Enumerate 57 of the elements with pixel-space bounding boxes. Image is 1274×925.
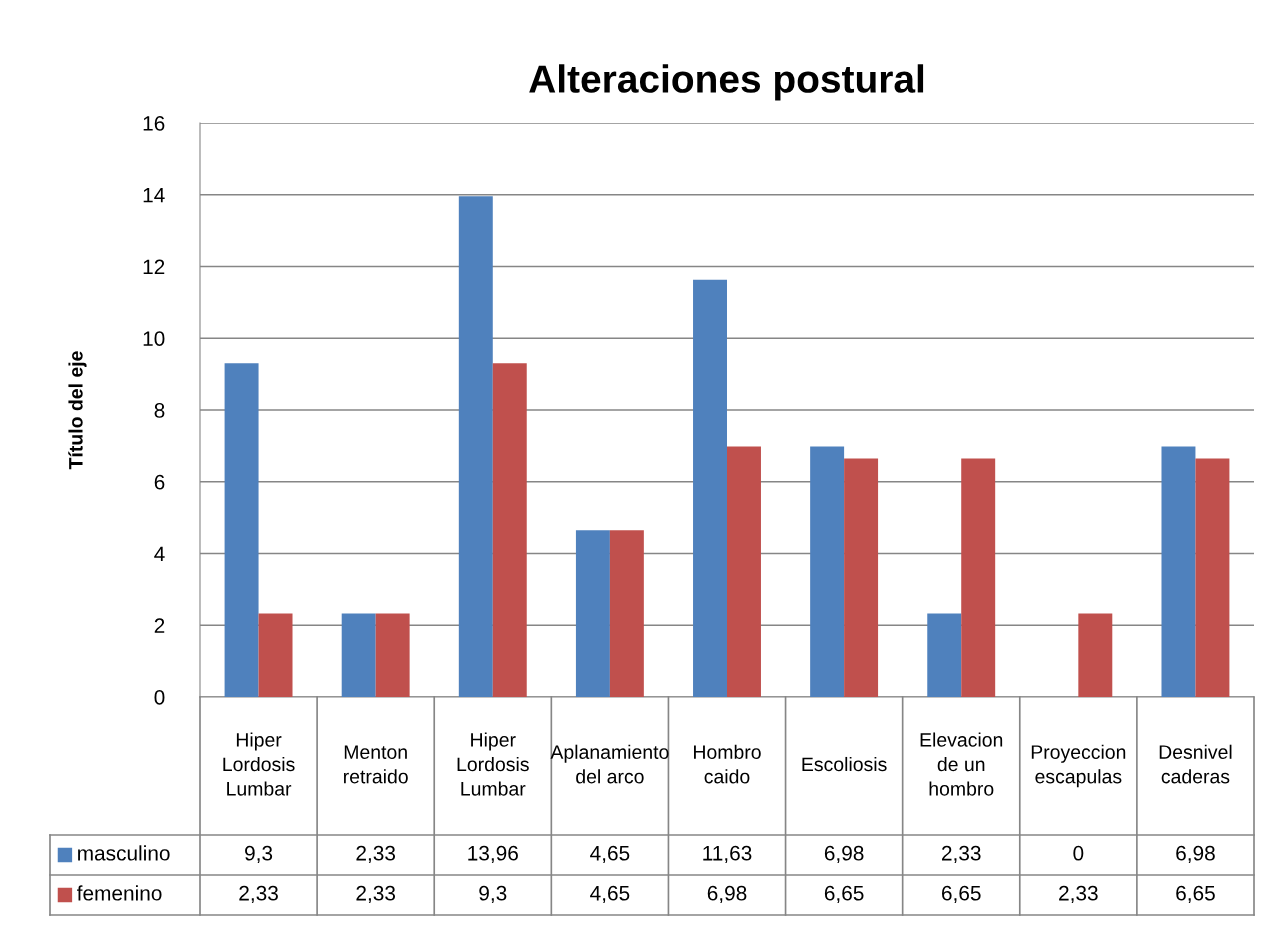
bar bbox=[575, 530, 610, 697]
y-tick-label: 6 bbox=[154, 474, 165, 490]
data-label: 9,3 bbox=[479, 885, 507, 904]
data-label: 2,33 bbox=[942, 845, 981, 864]
x-tick-label: Proyeccion escapulas bbox=[1031, 744, 1126, 788]
data-label: 11,63 bbox=[703, 845, 752, 864]
y-tick-label: 2 bbox=[154, 618, 165, 633]
x-tick-label: Hombro caido bbox=[694, 744, 761, 784]
x-tick-label: Aplanamiento del arco bbox=[550, 744, 669, 784]
bar bbox=[1161, 446, 1196, 697]
legend-label: masculino bbox=[78, 845, 170, 861]
data-label: 2,33 bbox=[1059, 885, 1098, 904]
y-tick-label: 12 bbox=[143, 259, 165, 275]
data-label: 4,65 bbox=[590, 845, 630, 864]
data-label: 6,98 bbox=[1176, 845, 1215, 864]
data-label: 0 bbox=[1073, 845, 1084, 861]
bar bbox=[961, 458, 996, 697]
bar bbox=[258, 613, 293, 697]
bar bbox=[1078, 613, 1113, 697]
bar bbox=[224, 363, 259, 697]
y-tick-label: 0 bbox=[154, 690, 165, 705]
x-tick-label: Elevacion de un hombro bbox=[920, 732, 1003, 796]
data-label: 9,3 bbox=[245, 845, 273, 864]
bar bbox=[492, 363, 527, 697]
bar bbox=[927, 613, 962, 697]
x-tick-label: Escoliosis bbox=[802, 756, 887, 772]
bar bbox=[1195, 458, 1230, 697]
y-tick-label: 16 bbox=[143, 116, 165, 131]
bar bbox=[727, 446, 761, 697]
data-label: 13,96 bbox=[468, 845, 518, 864]
y-axis-title: Título del eje bbox=[68, 351, 87, 470]
data-label: 6,65 bbox=[824, 885, 864, 904]
bar bbox=[810, 446, 845, 697]
data-label: 6,98 bbox=[824, 845, 864, 864]
bar bbox=[375, 613, 410, 697]
x-tick-label: Desnivel caderas bbox=[1159, 744, 1232, 784]
chart-title: Alteraciones postural bbox=[529, 64, 924, 101]
data-label: 6,98 bbox=[707, 885, 747, 904]
x-tick-label: Hiper Lordosis Lumbar bbox=[457, 732, 529, 796]
bar bbox=[693, 279, 727, 697]
y-tick-label: 8 bbox=[154, 403, 165, 418]
data-label: 4,65 bbox=[590, 885, 630, 904]
legend-label: femenino bbox=[77, 885, 162, 901]
data-label: 6,65 bbox=[1176, 885, 1215, 904]
y-tick-label: 4 bbox=[154, 546, 165, 562]
data-label: 2,33 bbox=[356, 885, 396, 904]
bar bbox=[341, 613, 376, 697]
bar bbox=[458, 196, 493, 697]
bar bbox=[844, 458, 879, 697]
data-label: 2,33 bbox=[356, 845, 396, 864]
data-label: 6,65 bbox=[942, 885, 981, 904]
y-tick-label: 14 bbox=[143, 187, 165, 203]
bar bbox=[609, 530, 644, 697]
y-tick-label: 10 bbox=[143, 331, 165, 346]
x-tick-label: Hiper Lordosis Lumbar bbox=[223, 732, 295, 796]
x-tick-label: Menton retraido bbox=[344, 745, 408, 784]
data-label: 2,33 bbox=[239, 885, 278, 904]
